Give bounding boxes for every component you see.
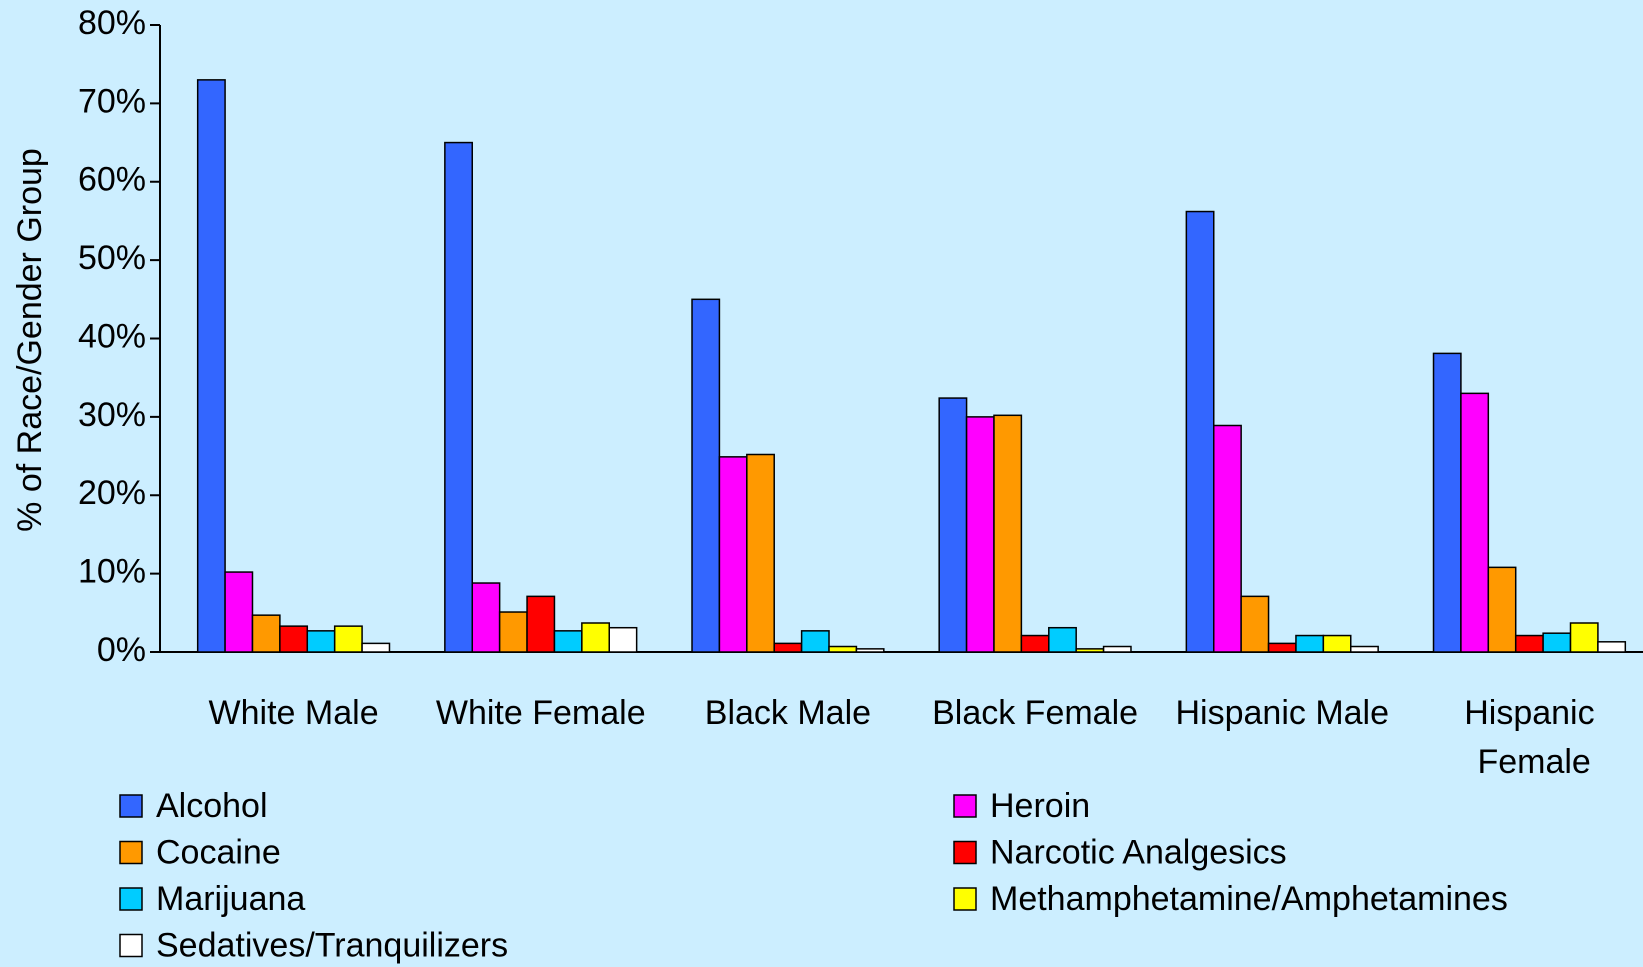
bar bbox=[444, 141, 474, 653]
bar bbox=[196, 79, 226, 653]
bar bbox=[1460, 392, 1490, 653]
bar bbox=[993, 414, 1023, 653]
y-tick-label: 60% bbox=[78, 161, 146, 199]
bar bbox=[1514, 634, 1544, 653]
y-tick-label: 10% bbox=[78, 553, 146, 591]
bar bbox=[1597, 641, 1627, 653]
bar bbox=[471, 582, 501, 653]
bar bbox=[1075, 648, 1105, 653]
legend-swatch bbox=[119, 794, 143, 818]
y-tick-label: 70% bbox=[78, 82, 146, 120]
bar bbox=[1102, 645, 1132, 653]
legend-label: Heroin bbox=[990, 787, 1090, 825]
bar bbox=[1240, 595, 1270, 653]
bar bbox=[1048, 626, 1077, 653]
bar bbox=[965, 416, 995, 653]
bar bbox=[224, 571, 254, 653]
bar bbox=[938, 397, 968, 653]
y-axis-label: % of Race/Gender Group bbox=[11, 148, 49, 532]
bar bbox=[333, 625, 363, 653]
bar bbox=[498, 611, 528, 653]
y-tick-label: 50% bbox=[78, 239, 146, 277]
legend-label: Narcotic Analgesics bbox=[990, 833, 1287, 871]
y-tick-label: 30% bbox=[78, 396, 146, 434]
x-tick-label: Hispanic Female bbox=[1464, 694, 1594, 781]
bar bbox=[1295, 634, 1325, 653]
bar bbox=[691, 298, 721, 653]
bar bbox=[746, 453, 775, 653]
bar bbox=[1020, 634, 1050, 653]
legend-label: Sedatives/Tranquilizers bbox=[156, 926, 508, 964]
bar bbox=[581, 622, 610, 653]
legend-label: Marijuana bbox=[156, 880, 305, 918]
bar bbox=[361, 642, 391, 653]
x-tick-label: White Female bbox=[436, 694, 646, 732]
bar bbox=[306, 630, 336, 653]
legend-label: Alcohol bbox=[156, 787, 268, 825]
y-tick-label: 80% bbox=[78, 4, 146, 42]
bar bbox=[526, 595, 556, 653]
bar bbox=[1569, 622, 1599, 653]
bar bbox=[718, 456, 748, 653]
bar bbox=[1487, 566, 1517, 653]
legend-swatch bbox=[953, 840, 977, 865]
bar bbox=[773, 642, 803, 653]
bar bbox=[800, 630, 830, 653]
x-tick-label: Black Female bbox=[932, 694, 1138, 732]
bar bbox=[1432, 352, 1462, 653]
bar bbox=[1213, 424, 1242, 653]
bar bbox=[553, 630, 583, 653]
bar bbox=[1185, 210, 1215, 653]
x-tick-label: Hispanic Male bbox=[1175, 694, 1389, 732]
y-tick-label: 0% bbox=[97, 631, 146, 669]
legend-label: Methamphetamine/Amphetamines bbox=[990, 880, 1508, 918]
y-tick-label: 40% bbox=[78, 317, 146, 355]
bar bbox=[608, 626, 638, 653]
bar bbox=[828, 645, 858, 653]
x-tick-label: White Male bbox=[209, 694, 379, 732]
bar bbox=[855, 648, 885, 653]
x-tick-label: Black Male bbox=[705, 694, 871, 732]
legend-swatch bbox=[953, 794, 977, 818]
bar bbox=[251, 614, 281, 653]
bar bbox=[1267, 642, 1297, 653]
bar bbox=[1350, 645, 1379, 653]
legend-label: Cocaine bbox=[156, 833, 281, 871]
legend-swatch bbox=[119, 887, 143, 911]
y-tick-label: 20% bbox=[78, 474, 146, 512]
legend-swatch bbox=[119, 840, 143, 865]
bar bbox=[1322, 634, 1352, 653]
bar bbox=[1542, 632, 1572, 653]
legend-swatch bbox=[953, 887, 977, 911]
legend-swatch bbox=[119, 933, 143, 958]
bar bbox=[279, 625, 309, 653]
